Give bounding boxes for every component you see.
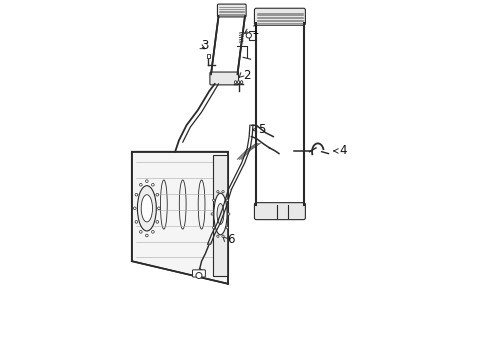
Circle shape <box>217 235 219 237</box>
FancyBboxPatch shape <box>254 203 305 220</box>
Circle shape <box>213 226 215 229</box>
Ellipse shape <box>234 81 237 84</box>
Circle shape <box>217 190 219 193</box>
Circle shape <box>146 234 148 237</box>
Text: 2: 2 <box>243 69 250 82</box>
Circle shape <box>151 184 154 186</box>
Text: 5: 5 <box>258 123 266 136</box>
Circle shape <box>156 193 159 196</box>
Ellipse shape <box>141 195 152 222</box>
Polygon shape <box>213 156 228 276</box>
Circle shape <box>135 193 138 196</box>
Circle shape <box>222 190 224 193</box>
Ellipse shape <box>217 204 224 224</box>
Circle shape <box>228 213 230 215</box>
Polygon shape <box>211 16 245 74</box>
FancyBboxPatch shape <box>210 72 239 85</box>
Circle shape <box>146 180 148 183</box>
Circle shape <box>226 199 228 201</box>
Circle shape <box>226 226 228 229</box>
Bar <box>207 54 210 58</box>
Ellipse shape <box>214 193 227 235</box>
Circle shape <box>140 184 142 186</box>
Polygon shape <box>256 23 303 204</box>
Text: 4: 4 <box>340 144 347 157</box>
FancyBboxPatch shape <box>218 4 246 17</box>
Circle shape <box>213 199 215 201</box>
Text: 6: 6 <box>227 233 235 246</box>
FancyBboxPatch shape <box>193 270 205 277</box>
Ellipse shape <box>238 81 240 84</box>
Circle shape <box>135 221 138 223</box>
Ellipse shape <box>137 186 156 231</box>
FancyBboxPatch shape <box>254 8 305 25</box>
Circle shape <box>196 273 202 279</box>
Text: 3: 3 <box>201 40 209 53</box>
Circle shape <box>211 213 213 215</box>
Ellipse shape <box>241 81 243 84</box>
Circle shape <box>156 221 159 223</box>
Circle shape <box>246 33 251 38</box>
Polygon shape <box>132 152 228 284</box>
Circle shape <box>151 230 154 233</box>
Circle shape <box>222 235 224 237</box>
Circle shape <box>133 207 136 210</box>
Text: 1: 1 <box>251 24 259 37</box>
Circle shape <box>158 207 160 210</box>
Circle shape <box>140 230 142 233</box>
